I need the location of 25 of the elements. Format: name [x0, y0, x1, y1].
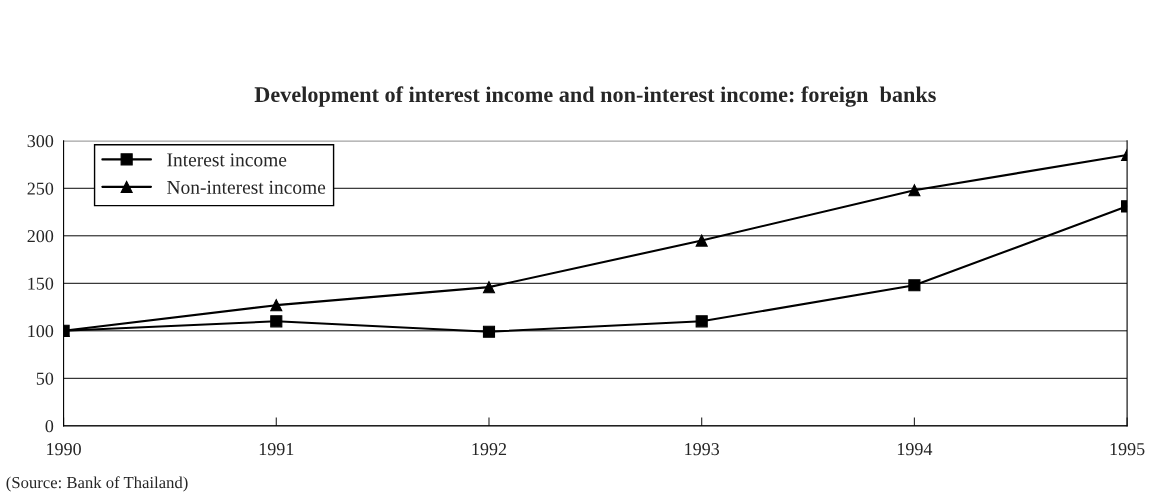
- point: [482, 325, 496, 338]
- y-tick-label: 300: [27, 135, 54, 148]
- point: [695, 234, 708, 247]
- y-tick-label: 150: [28, 277, 54, 290]
- point: [908, 279, 921, 292]
- x-tick-label: 1990: [47, 443, 81, 456]
- y-tick-label: 200: [27, 230, 54, 243]
- y-tick-label: 0: [45, 420, 54, 433]
- text: (Source: Bank of Thailand): [6, 476, 188, 492]
- chart-title: Development of interest income and non-interest income: foreign banks: [254, 86, 936, 107]
- x-tick-label: 1995: [1110, 443, 1145, 456]
- point: [482, 281, 496, 294]
- legend-label: Non-interest income: [167, 180, 326, 194]
- x-tick-label: 1991: [259, 443, 294, 456]
- x-tick-label: 1993: [685, 443, 720, 456]
- x-tick-label: 1992: [472, 443, 507, 456]
- y-tick-label: 250: [27, 182, 54, 195]
- y-tick-label: 50: [36, 372, 54, 385]
- x-tick-label: 1994: [897, 443, 933, 456]
- point: [908, 184, 921, 197]
- legend-label: Interest income: [167, 153, 287, 167]
- point: [270, 315, 283, 328]
- y-tick-label: 100: [28, 325, 54, 338]
- point: [270, 299, 283, 312]
- point: [695, 315, 708, 328]
